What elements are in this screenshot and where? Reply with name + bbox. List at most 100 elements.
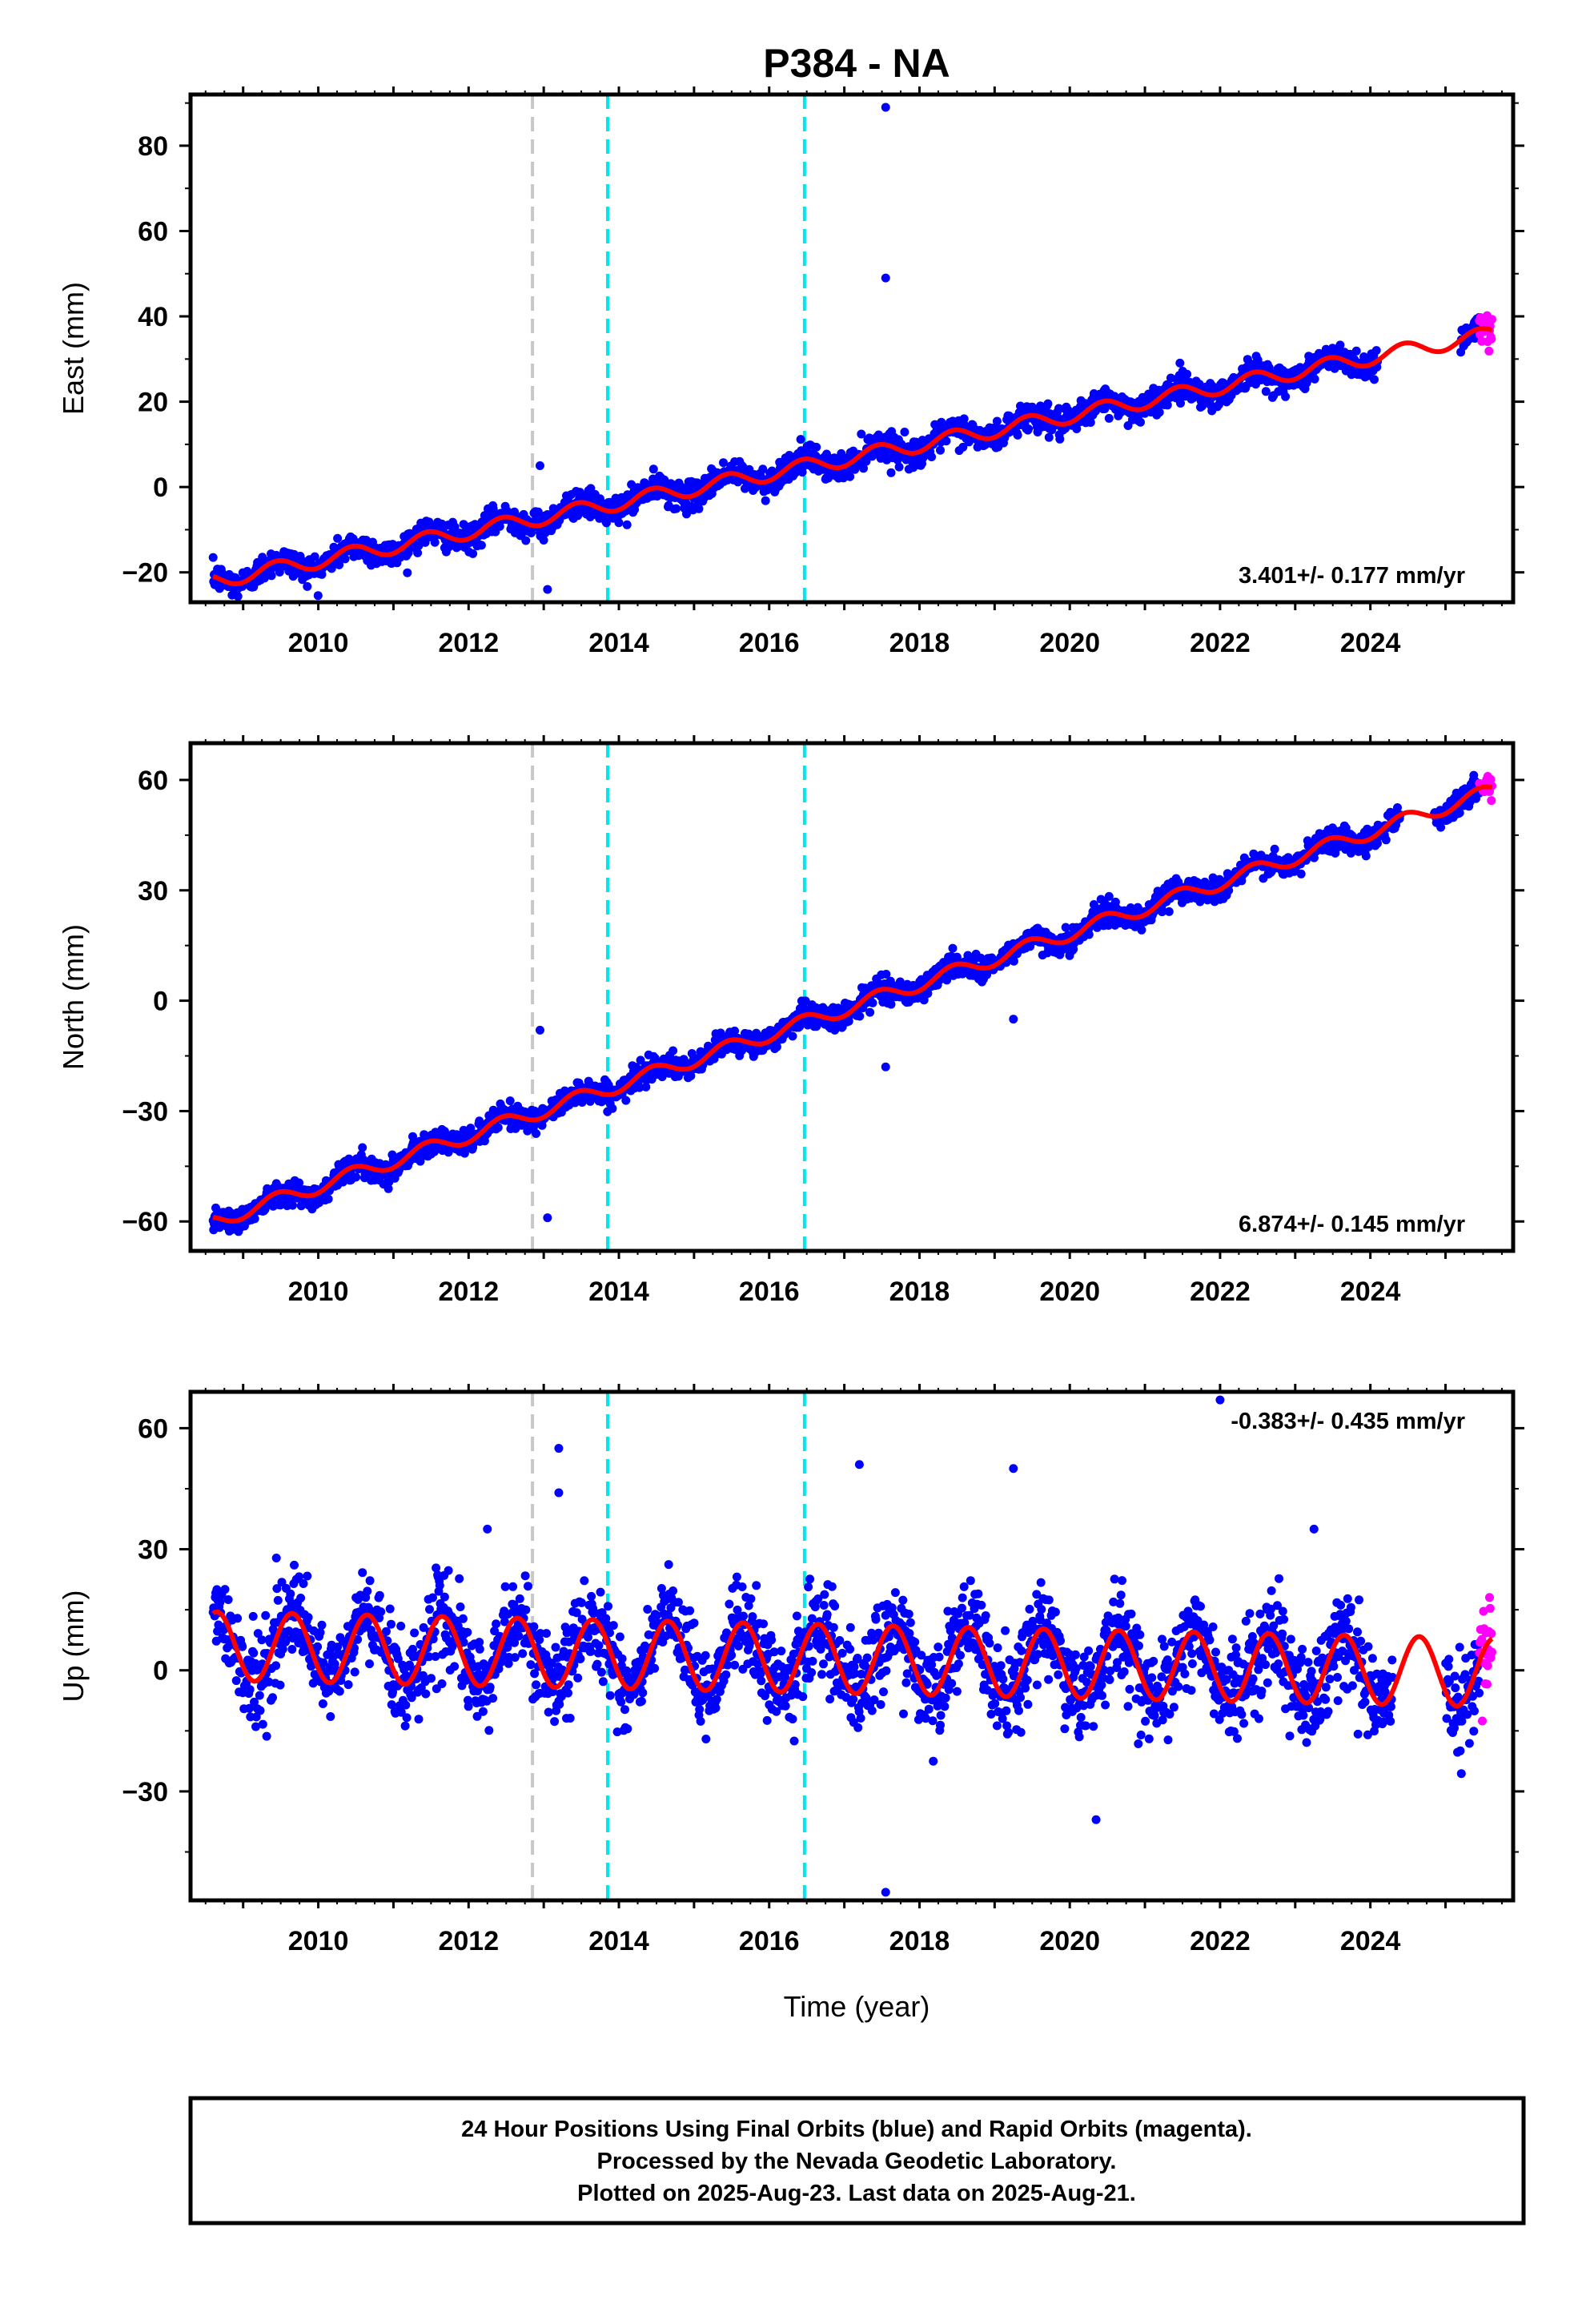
final-orbit-point [533,507,543,517]
final-orbit-point [468,549,478,558]
final-orbit-point [758,464,768,474]
y-tick-label: −20 [122,558,168,589]
final-orbit-point [1086,418,1095,427]
rapid-orbit-point [1487,334,1496,344]
east-plot-area [208,94,1496,602]
x-tick-label: 2022 [1190,1277,1251,1307]
final-orbit-point [532,1129,541,1138]
y-tick-label: 20 [138,388,168,418]
east-final-orbit-points [208,312,1484,601]
final-orbit-point [416,1156,425,1166]
final-orbit-point [1341,823,1351,833]
east-rapid-orbit-points [1475,311,1496,356]
final-orbit-point [313,591,323,601]
final-orbit-point [488,1105,498,1115]
figure-title: P384 - NA [763,41,950,86]
final-orbit-point [351,1172,361,1182]
final-orbit-point [383,1184,393,1193]
x-tick-label: 2010 [288,628,349,658]
outlier-point [535,461,544,471]
x-tick-label: 2014 [588,1277,649,1307]
final-orbit-point [602,518,611,528]
final-orbit-point [1009,956,1018,966]
final-orbit-point [648,464,658,474]
final-orbit-point [310,552,319,561]
final-orbit-point [886,999,896,1009]
final-orbit-point [1261,387,1271,396]
up-plot-area [208,1392,1496,1900]
rapid-orbit-point [1487,796,1496,806]
final-orbit-point [539,536,548,545]
y-tick-label: 40 [138,302,168,332]
north-model-curve [212,784,1493,1224]
final-orbit-point [1013,430,1022,440]
final-orbit-point [1309,853,1319,862]
final-orbit-point [1100,404,1110,413]
y-tick-label: 60 [138,216,168,247]
y-tick-label: 0 [153,472,168,503]
final-orbit-point [801,996,810,1006]
final-orbit-point [338,1177,347,1187]
final-orbit-point [403,568,412,577]
north-rate-label: 6.874+/- 0.145 mm/yr [1239,1212,1465,1237]
final-orbit-point [335,560,344,569]
final-orbit-point [900,428,909,436]
final-orbit-point [1104,413,1114,423]
final-orbit-point [358,1143,367,1152]
y-tick-label: 60 [138,766,168,796]
final-orbit-point [730,1026,740,1035]
final-orbit-point [635,1083,644,1092]
y-tick-label: −60 [122,1207,168,1237]
final-orbit-point [1310,374,1319,384]
final-orbit-point [1351,346,1361,356]
final-orbit-point [1436,822,1446,832]
final-orbit-point [812,442,821,452]
final-orbit-point [641,1082,651,1092]
final-orbit-point [1061,923,1070,932]
final-orbit-point [886,468,896,477]
final-orbit-point [772,1042,781,1051]
x-tick-label: 2022 [1190,628,1251,658]
x-tick-label: 2012 [438,1277,499,1307]
final-orbit-point [1044,432,1054,442]
east-model-curve [212,326,1493,586]
final-orbit-point [1136,417,1145,427]
final-orbit-point [992,416,1002,426]
final-orbit-point [1055,434,1065,444]
final-orbit-point [413,548,423,557]
final-orbit-point [621,1096,631,1105]
final-orbit-point [510,507,520,517]
final-orbit-point [868,998,877,1007]
outlier-point [881,103,890,112]
x-tick-label: 2016 [739,1277,800,1307]
final-orbit-point [865,1007,875,1017]
final-orbit-point [694,504,704,513]
final-orbit-point [505,1096,515,1106]
final-orbit-point [1270,844,1279,854]
final-orbit-point [958,442,968,452]
x-tick-label: 2016 [739,628,800,658]
final-orbit-point [267,571,276,581]
outlier-point [881,273,890,283]
y-tick-label: 0 [153,987,168,1017]
final-orbit-point [1072,424,1082,433]
east-y-axis-label: East (mm) [57,282,90,415]
north-plot-area [208,743,1496,1251]
final-orbit-point [845,472,855,481]
rapid-orbit-point [1488,315,1496,324]
outlier-point [543,585,552,594]
final-orbit-point [1154,408,1164,417]
final-orbit-point [859,464,868,473]
final-orbit-point [1281,392,1291,401]
final-orbit-point [865,433,874,443]
final-orbit-point [761,496,770,505]
y-tick-label: 80 [138,131,168,162]
final-orbit-point [1455,808,1464,818]
final-orbit-point [250,1214,259,1224]
outlier-point [881,1062,890,1072]
final-orbit-point [288,1200,297,1210]
up-final-orbit-points [208,1554,1484,1779]
final-orbit-point [614,518,624,528]
east-rate-label: 3.401+/- 0.177 mm/yr [1239,563,1465,589]
